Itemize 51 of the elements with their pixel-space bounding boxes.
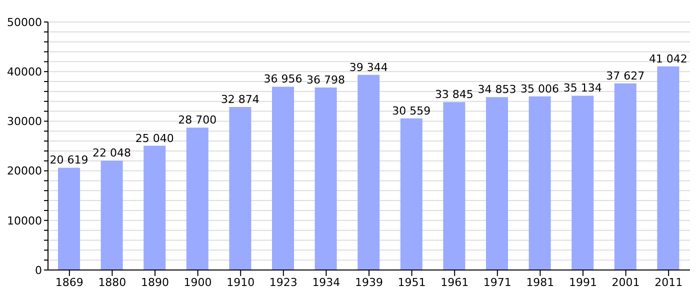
x-tick-label: 1900 [184, 276, 212, 289]
y-tick-label: 30000 [7, 115, 42, 128]
data-label: 35 006 [520, 82, 560, 96]
x-tick-label: 1951 [398, 276, 426, 289]
x-tick-label: 1934 [312, 276, 340, 289]
bar [100, 160, 123, 270]
bar [572, 96, 594, 270]
y-tick-label: 50000 [7, 16, 42, 29]
data-label: 41 042 [648, 52, 688, 66]
x-tick-label: 1971 [483, 276, 512, 289]
data-label: 20 619 [50, 154, 88, 167]
bar [272, 86, 294, 270]
data-label: 33 845 [434, 88, 474, 102]
bar [229, 106, 252, 270]
x-tick-label: 1869 [55, 276, 84, 289]
x-tick-label: 1880 [98, 276, 126, 289]
data-label: 34 853 [478, 83, 516, 96]
x-tick-label: 2001 [612, 276, 640, 289]
y-tick-label: 10000 [7, 214, 42, 228]
bar [486, 97, 508, 270]
bar [443, 102, 466, 270]
data-label: 36 956 [264, 72, 302, 86]
x-tick-label: 2011 [654, 276, 683, 289]
data-label: 22 048 [92, 146, 132, 160]
data-label: 28 700 [178, 114, 217, 127]
bar [400, 118, 422, 270]
data-label: 30 559 [392, 104, 431, 118]
x-tick-label: 1923 [269, 276, 298, 289]
bar [58, 168, 80, 270]
data-label: 32 874 [220, 92, 260, 106]
y-tick-label: 0 [35, 264, 42, 277]
data-label: 39 344 [349, 60, 388, 74]
x-tick-label: 1939 [355, 276, 383, 289]
bar [358, 74, 380, 270]
bar [144, 146, 166, 270]
bar [657, 66, 680, 270]
x-tick-label: 1961 [440, 276, 469, 289]
y-tick-label: 20000 [7, 164, 42, 178]
x-tick-label: 1991 [569, 276, 597, 289]
bar [186, 128, 208, 270]
x-tick-label: 1910 [226, 276, 255, 289]
y-tick-label: 40000 [7, 66, 42, 79]
bar [528, 96, 551, 270]
x-tick-label: 1981 [526, 276, 554, 289]
bar [314, 87, 337, 270]
data-label: 37 627 [606, 69, 645, 82]
x-tick-label: 1890 [141, 276, 169, 289]
bar [614, 83, 636, 270]
data-label: 36 798 [306, 73, 346, 86]
data-label: 35 134 [563, 82, 602, 95]
data-label: 25 040 [135, 132, 174, 145]
